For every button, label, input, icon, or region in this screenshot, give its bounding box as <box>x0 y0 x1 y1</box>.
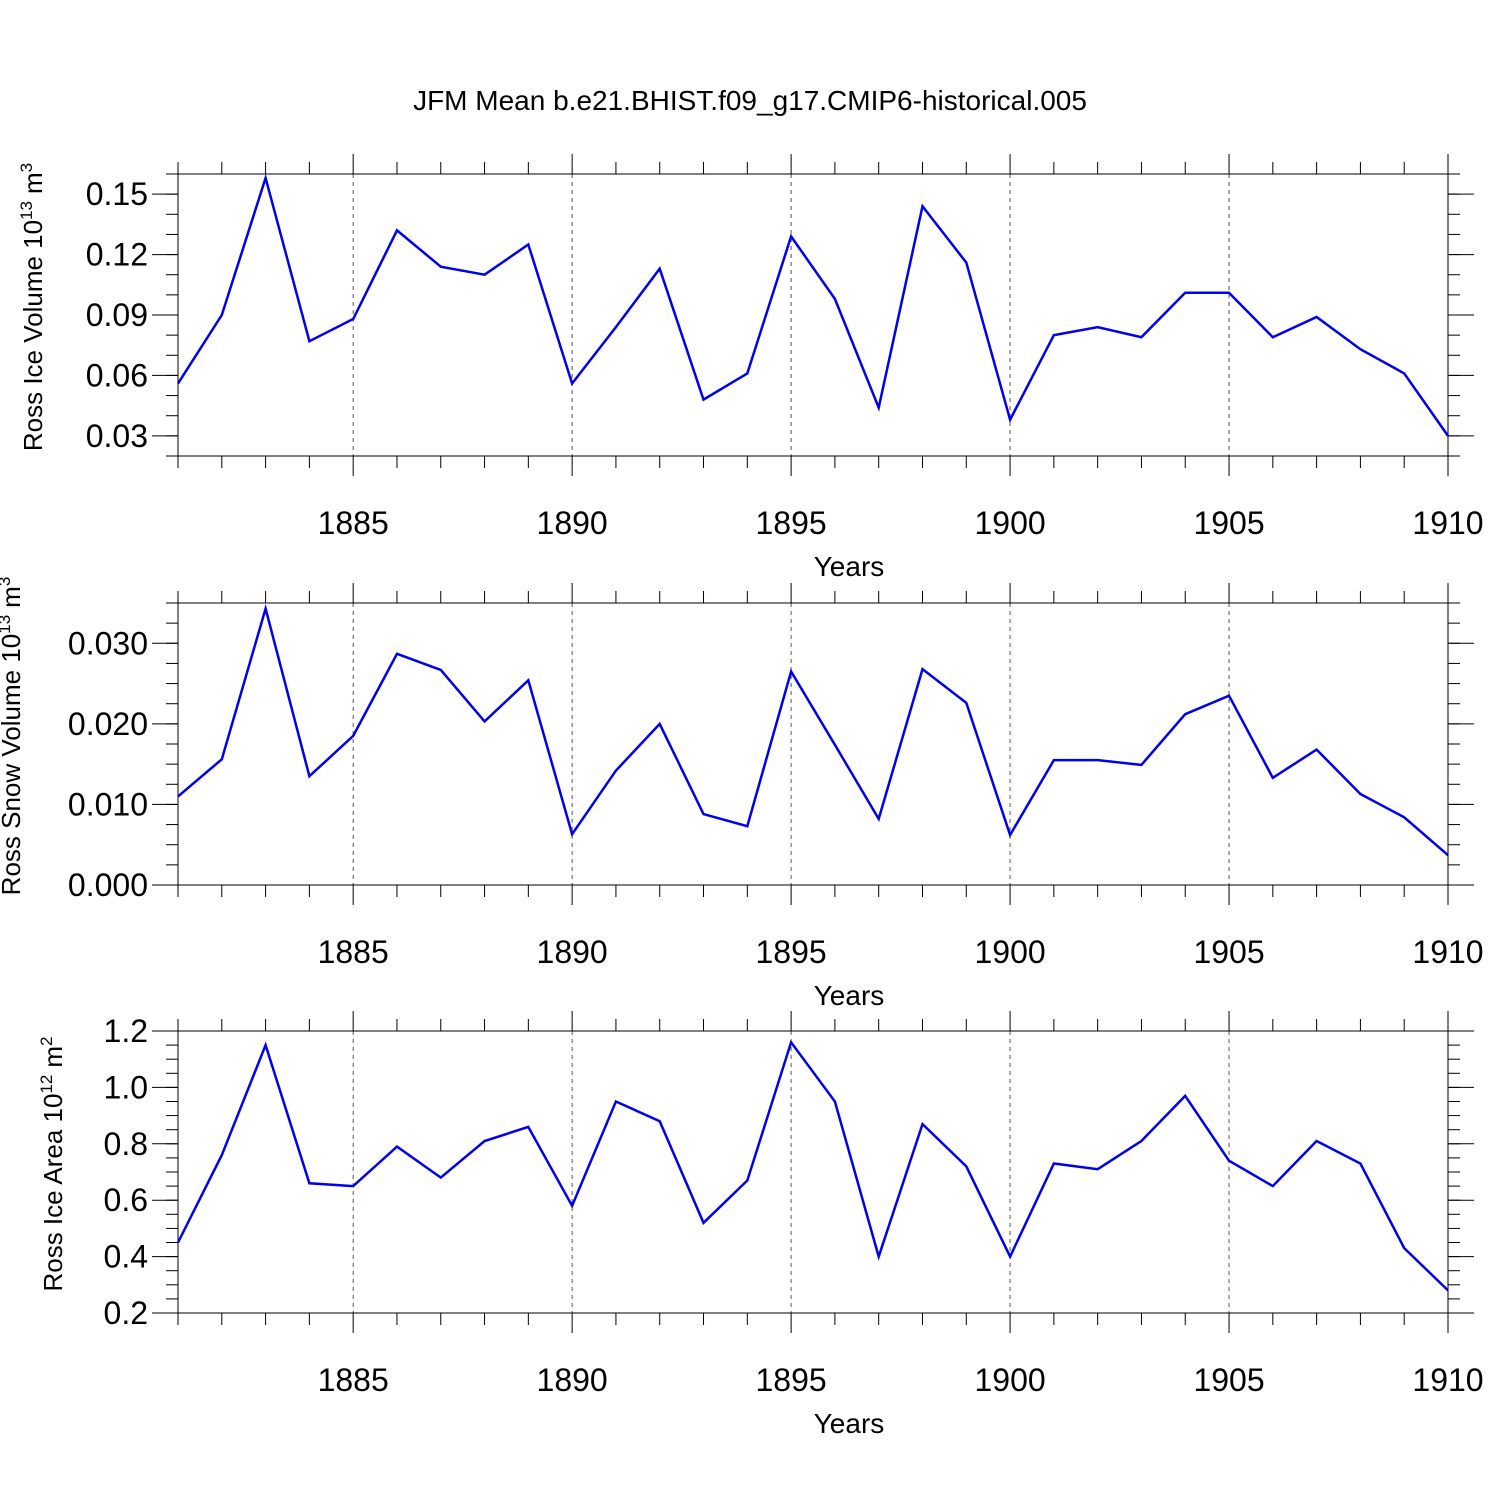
y-axis-label-superscript: 12 <box>37 1075 56 1094</box>
y-axis-label-part: Ross Ice Area 10 <box>38 1094 68 1292</box>
y-tick-label: 0.06 <box>86 357 148 393</box>
x-tick-label: 1905 <box>1193 934 1264 970</box>
y-tick-label: 0.020 <box>68 706 148 742</box>
y-tick-label: 0.4 <box>104 1239 148 1275</box>
y-axis-label-superscript: 13 <box>17 201 36 220</box>
x-tick-label: 1890 <box>537 934 608 970</box>
figure-title: JFM Mean b.e21.BHIST.f09_g17.CMIP6-histo… <box>413 85 1087 116</box>
series-line <box>176 1039 1449 1292</box>
series-line <box>176 173 1450 437</box>
y-tick-label: 0.010 <box>68 786 148 822</box>
y-tick-label: 0.6 <box>104 1182 148 1218</box>
x-tick-label: 1895 <box>756 934 827 970</box>
x-axis-label: Years <box>814 1408 885 1439</box>
y-tick-label: 0.15 <box>86 176 148 212</box>
y-tick-label: 0.12 <box>86 237 148 273</box>
series-line <box>177 603 1449 857</box>
x-tick-label: 1905 <box>1193 1362 1264 1398</box>
y-axis-label: Ross Ice Volume 1013 m3 <box>17 163 48 451</box>
x-tick-label: 1910 <box>1412 1362 1483 1398</box>
y-tick-label: 0.030 <box>68 625 148 661</box>
y-axis-label-part: Ross Ice Volume 10 <box>18 220 48 451</box>
y-axis-label-part: Ross Snow Volume 10 <box>0 634 26 896</box>
x-tick-label: 1900 <box>974 934 1045 970</box>
x-tick-label: 1905 <box>1193 505 1264 541</box>
x-tick-label: 1890 <box>537 1362 608 1398</box>
chart-panel-1: 0.03 0.06 0.09 0.12 0.15 1885 1890 1895 1900 1905… <box>17 154 1484 582</box>
y-tick-label: 0.09 <box>86 297 148 333</box>
y-axis-label-superscript: 3 <box>17 163 36 172</box>
plot-frame <box>177 602 1449 886</box>
x-tick-label: 1910 <box>1412 934 1483 970</box>
y-tick-label: 0.8 <box>104 1126 148 1162</box>
y-axis-label-part: m <box>18 172 48 194</box>
x-tick-label: 1910 <box>1412 505 1483 541</box>
x-tick-label: 1900 <box>974 505 1045 541</box>
x-tick-label: 1885 <box>318 505 389 541</box>
chart-panel-2: 0.000 0.010 0.020 0.030 1885 1890 1895 1900 1905… <box>0 577 1484 1011</box>
x-tick-label: 1895 <box>756 505 827 541</box>
y-axis-label: Ross Ice Area 1012 m2 <box>37 1036 68 1291</box>
y-tick-label: 1.2 <box>104 1013 148 1049</box>
y-axis-label: Ross Snow Volume 1013 m3 <box>0 577 26 896</box>
plot-frame <box>177 173 1449 457</box>
y-tick-label: 1.0 <box>104 1069 148 1105</box>
x-tick-label: 1885 <box>318 1362 389 1398</box>
chart-panel-3: 0.2 0.4 0.6 0.8 1.0 1.2 1885 1890 1895 1900 1905 19… <box>37 1011 1484 1439</box>
x-tick-label: 1885 <box>318 934 389 970</box>
y-axis-label-superscript: 3 <box>0 577 14 586</box>
y-axis-label-part: m <box>0 586 26 608</box>
y-axis-label-superscript: 13 <box>0 615 14 634</box>
y-tick-label: 0.2 <box>104 1295 148 1331</box>
x-tick-label: 1890 <box>537 505 608 541</box>
y-axis-label-superscript: 2 <box>37 1036 56 1045</box>
x-axis-label: Years <box>814 980 885 1011</box>
y-tick-label: 0.000 <box>68 867 148 903</box>
y-tick-label: 0.03 <box>86 418 148 454</box>
x-tick-label: 1895 <box>756 1362 827 1398</box>
y-axis-label-part: m <box>38 1046 68 1068</box>
x-axis-label: Years <box>814 551 885 582</box>
x-tick-label: 1900 <box>974 1362 1045 1398</box>
